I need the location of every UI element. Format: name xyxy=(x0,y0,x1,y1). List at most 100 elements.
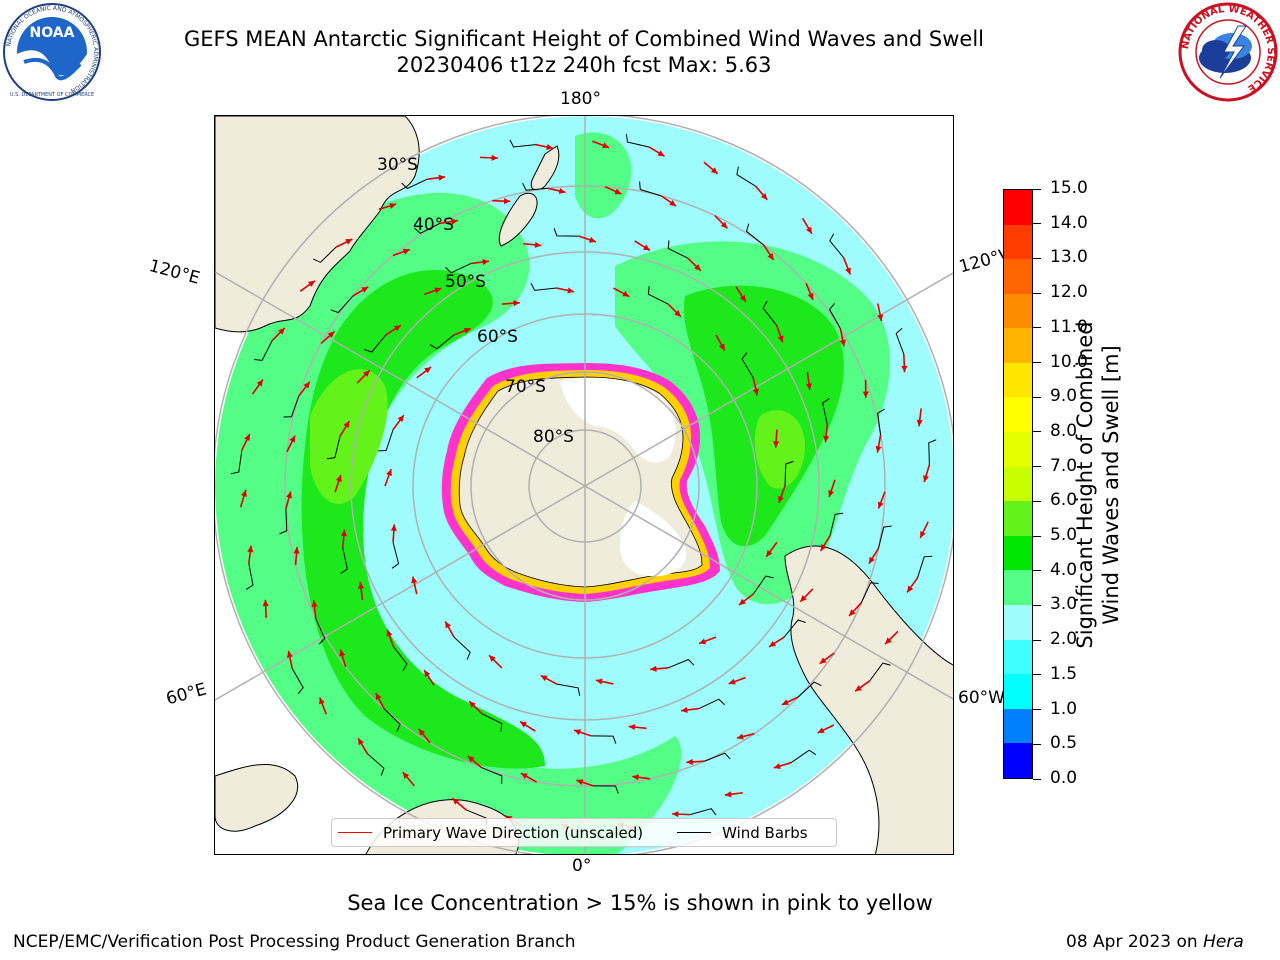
wave-arrow xyxy=(667,303,682,318)
wave-arrow xyxy=(247,545,254,564)
wave-arrow xyxy=(334,474,342,493)
colorbar-tick xyxy=(1033,396,1041,398)
colorbar-tick-label: 15.0 xyxy=(1050,178,1088,198)
wind-barb xyxy=(393,646,408,672)
colorbar-segment xyxy=(1004,501,1032,536)
wave-arrow xyxy=(884,630,899,645)
wave-arrow xyxy=(547,187,566,194)
colorbar-segment xyxy=(1004,397,1032,433)
colorbar-tick-label: 14.0 xyxy=(1050,212,1088,233)
wave-arrow xyxy=(358,581,365,601)
wave-arrow xyxy=(877,491,886,509)
legend-item-wind-barbs: Wind Barbs xyxy=(677,824,808,842)
wind-barb xyxy=(790,749,817,764)
wave-arrow xyxy=(613,287,630,298)
colorbar-tick-label: 1.5 xyxy=(1050,663,1078,684)
wind-barb xyxy=(877,408,885,435)
wave-arrow xyxy=(418,728,431,744)
wave-arrow xyxy=(286,435,296,453)
wave-arrow xyxy=(728,676,746,685)
colorbar-tick xyxy=(1033,639,1041,641)
colorbar-title-line1: Significant Height of Combined xyxy=(1073,321,1097,649)
land-south-america xyxy=(784,545,953,854)
land-madagascar xyxy=(215,763,299,832)
wave-arrow xyxy=(352,286,369,297)
wave-arrow xyxy=(424,287,442,296)
wind-barb xyxy=(429,334,455,350)
wind-barb xyxy=(593,785,619,794)
wind-barb xyxy=(745,223,764,246)
wave-arrow xyxy=(468,700,483,715)
legend-item-wave-direction: Primary Wave Direction (unscaled) xyxy=(338,824,643,842)
wave-arrow xyxy=(876,303,884,322)
wave-arrow xyxy=(385,324,402,336)
colorbar-tick xyxy=(1033,362,1041,364)
wave-arrow xyxy=(402,771,415,787)
wind-barb xyxy=(917,555,933,578)
wave-arrow xyxy=(293,546,300,566)
wind-barb xyxy=(689,808,717,816)
wind-barb xyxy=(698,698,725,709)
wind-barb xyxy=(762,300,777,326)
wave-arrow xyxy=(752,377,759,396)
wave-arrow xyxy=(773,761,792,769)
wind-barb xyxy=(245,563,254,590)
wave-arrow xyxy=(423,669,435,686)
colorbar-tick-label: 6.0 xyxy=(1050,490,1078,511)
wave-arrow xyxy=(416,366,432,379)
wave-arrow xyxy=(901,354,908,373)
wave-arrow xyxy=(715,334,726,351)
wind-barb xyxy=(625,134,650,148)
colorbar-segment xyxy=(1004,259,1032,294)
colorbar-tick xyxy=(1033,188,1041,190)
wave-arrow xyxy=(335,238,353,248)
wind-barb xyxy=(326,436,341,460)
wind-barb xyxy=(797,681,822,698)
footer-date: 08 Apr 2023 on Hera xyxy=(1066,932,1244,952)
colorbar-segment xyxy=(1004,189,1032,225)
colorbar-segment xyxy=(1004,743,1032,778)
wind-barb xyxy=(315,618,326,645)
wave-arrow xyxy=(320,330,336,345)
ross-ice-shelf xyxy=(560,377,676,463)
lat-label-50s: 50°S xyxy=(445,272,486,292)
swell-peak-west xyxy=(310,369,388,505)
wave-arrow xyxy=(375,692,385,710)
wave-arrow xyxy=(738,593,754,606)
wave-arrow xyxy=(286,650,294,669)
wave-arrow xyxy=(868,547,880,565)
wind-barb xyxy=(895,327,905,355)
wave-arrow xyxy=(339,649,347,668)
wind-barb xyxy=(869,662,891,682)
antarctica xyxy=(441,363,720,602)
colorbar-tick xyxy=(1033,223,1041,225)
colorbar-segment xyxy=(1004,466,1032,502)
map-legend: Primary Wave Direction (unscaled) Wind B… xyxy=(331,818,837,847)
colorbar-segment xyxy=(1004,224,1032,260)
colorbar-tick xyxy=(1033,570,1041,572)
wave-arrow xyxy=(271,327,286,342)
wave-arrow xyxy=(378,203,397,211)
wind-barb xyxy=(667,658,695,669)
wind-barb xyxy=(784,460,794,487)
wind-barb xyxy=(553,228,579,237)
wind-barb xyxy=(928,439,937,465)
wave-arrow xyxy=(768,636,785,648)
chart-title: GEFS MEAN Antarctic Significant Height o… xyxy=(183,27,985,51)
wave-arrow xyxy=(357,737,369,755)
wind-barb xyxy=(741,352,754,379)
wind-barb xyxy=(822,398,830,425)
wind-barb xyxy=(453,636,471,660)
colorbar-tick xyxy=(1033,535,1041,537)
land-new-zealand-north xyxy=(530,145,560,191)
wave-arrow xyxy=(576,779,594,787)
swell-patch-north xyxy=(575,132,632,219)
wave-arrow xyxy=(467,755,482,769)
colorbar-tick-label: 10.0 xyxy=(1050,351,1088,372)
wave-arrow xyxy=(479,154,498,161)
wave-arrow xyxy=(632,774,651,781)
chart-subtitle: 20230406 t12z 240h fcst Max: 5.63 xyxy=(396,53,772,77)
wind-barb xyxy=(312,246,337,263)
swell-peak-east xyxy=(754,410,805,489)
colorbar-tick xyxy=(1033,743,1041,745)
